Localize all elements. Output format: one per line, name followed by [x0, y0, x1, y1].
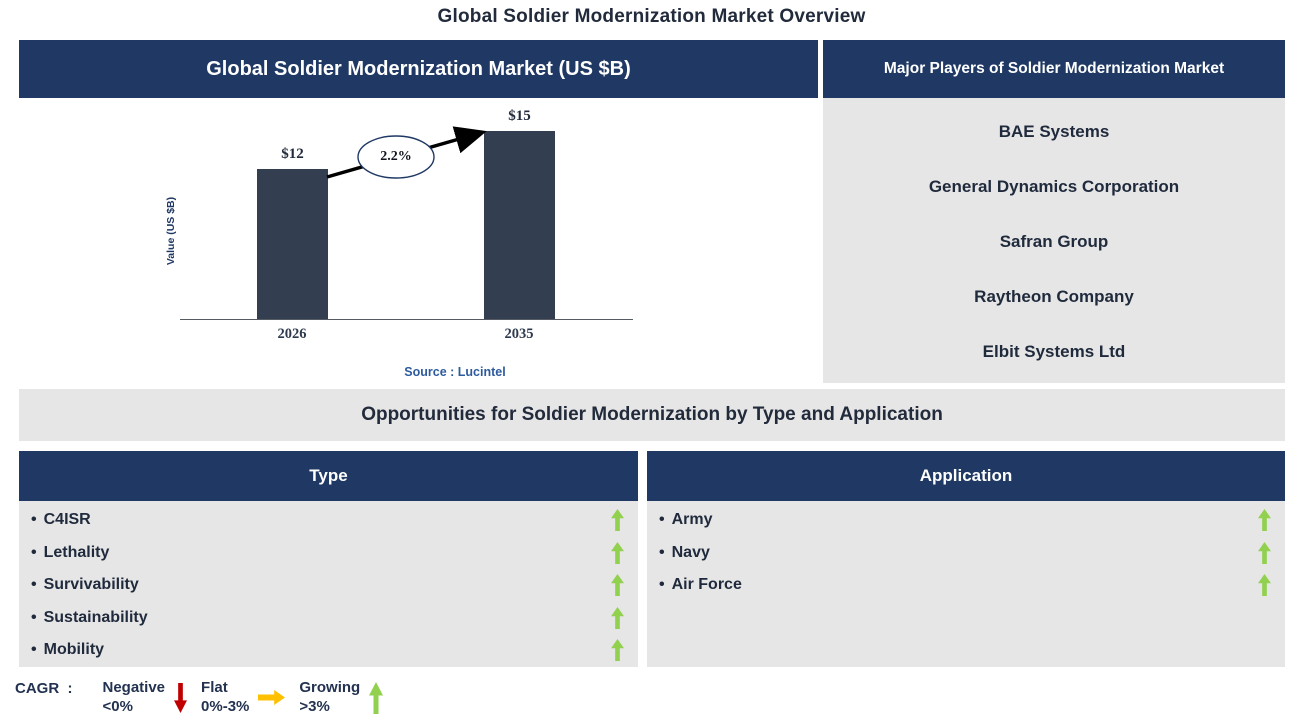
source-label: Source : Lucintel: [404, 365, 506, 379]
y-axis-label: Value (US $B): [165, 196, 177, 266]
legend-item-label: Negative: [102, 679, 166, 696]
list-item-label: Survivability: [43, 576, 139, 594]
trend-up-icon: [611, 509, 624, 532]
list-item-label: Air Force: [671, 576, 742, 594]
cagr-annotation: 2.2%: [380, 149, 412, 164]
page-title: Global Soldier Modernization Market Over…: [437, 6, 866, 27]
bar-value-label-2026: $12: [281, 146, 304, 162]
list-item: • Mobility: [31, 634, 624, 667]
market-chart-header-label: Global Soldier Modernization Market (US …: [206, 57, 631, 80]
list-item-label: C4ISR: [43, 511, 91, 529]
player-name: BAE Systems: [998, 122, 1110, 141]
player-name: Safran Group: [999, 232, 1109, 251]
legend-item-growing: Growing >3%: [299, 679, 384, 717]
list-item-label: Army: [671, 511, 713, 529]
cagr-legend: CAGR : Negative <0% Flat 0%-3% Growing >3%: [15, 679, 397, 717]
bullet-icon: •: [659, 511, 665, 529]
legend-item-negative: Negative <0%: [103, 679, 188, 717]
trend-up-icon: [611, 639, 624, 662]
trend-up-icon: [1258, 574, 1271, 597]
trend-up-icon: [1258, 541, 1271, 564]
list-item-label: Lethality: [43, 543, 110, 561]
legend-item-label: Growing: [299, 679, 361, 696]
legend-items: Negative <0% Flat 0%-3% Growing >3%: [103, 679, 398, 717]
market-bar-chart: Value (US $B) $12 $15 2026 2035 2.2% Sou…: [19, 98, 818, 385]
type-header: Type: [19, 451, 638, 501]
bar-group-2026: $12: [257, 146, 328, 319]
bullet-icon: •: [31, 608, 37, 626]
major-players-list: BAE Systems General Dynamics Corporation S…: [823, 98, 1285, 383]
bar-group-2035: $15: [484, 108, 555, 319]
bullet-icon: •: [31, 576, 37, 594]
bar-2026: [257, 169, 328, 319]
major-players-header-label: Major Players of Soldier Modernization M…: [883, 60, 1225, 77]
bullet-icon: •: [659, 576, 665, 594]
list-item: • Lethality: [31, 537, 624, 570]
list-item-label: Mobility: [43, 641, 105, 659]
type-list: • C4ISR • Lethality • Survivability • Sustainab…: [19, 501, 638, 667]
growth-arrow-icon: [326, 126, 487, 179]
x-axis-line: [180, 319, 633, 320]
player-name: Elbit Systems Ltd: [982, 342, 1126, 361]
cagr-up-arrow-icon: [369, 681, 384, 714]
opportunities-title: Opportunities for Soldier Modernization …: [19, 389, 1285, 441]
application-list: • Army • Navy • Air Force: [647, 501, 1285, 667]
trend-up-icon: [611, 606, 624, 629]
application-header: Application: [647, 451, 1285, 501]
bullet-icon: •: [31, 511, 37, 529]
major-players-header: Major Players of Soldier Modernization M…: [823, 40, 1285, 98]
list-item: • Army: [659, 504, 1271, 537]
list-item: • Air Force: [659, 569, 1271, 602]
player-name: Raytheon Company: [974, 287, 1134, 306]
bullet-icon: •: [659, 543, 665, 561]
x-tick-2035: 2035: [504, 326, 534, 342]
list-item: • Survivability: [31, 569, 624, 602]
type-header-label: Type: [309, 466, 348, 485]
trend-up-icon: [1258, 509, 1271, 532]
list-item: • Sustainability: [31, 602, 624, 635]
list-item: • C4ISR: [31, 504, 624, 537]
application-header-label: Application: [919, 466, 1013, 485]
x-tick-2026: 2026: [277, 326, 307, 342]
market-chart-header: Global Soldier Modernization Market (US …: [19, 40, 818, 98]
legend-item-range: 0%-3%: [201, 697, 250, 715]
legend-item-range: <0%: [102, 697, 133, 715]
list-item-label: Sustainability: [43, 608, 148, 626]
list-item-label: Navy: [671, 543, 710, 561]
legend-item-range: >3%: [299, 697, 330, 715]
bullet-icon: •: [31, 641, 37, 659]
list-item: • Navy: [659, 537, 1271, 570]
bar-2035: [484, 131, 555, 319]
bar-value-label-2035: $15: [508, 108, 531, 124]
legend-item-label: Flat: [201, 679, 228, 696]
legend-title: CAGR :: [15, 680, 73, 697]
opportunities-title-label: Opportunities for Soldier Modernization …: [361, 404, 943, 425]
legend-item-flat: Flat 0%-3%: [201, 679, 286, 717]
player-name: General Dynamics Corporation: [928, 177, 1180, 196]
cagr-right-arrow-icon: [258, 690, 286, 706]
bullet-icon: •: [31, 543, 37, 561]
cagr-down-arrow-icon: [174, 682, 188, 713]
trend-up-icon: [611, 541, 624, 564]
trend-up-icon: [611, 574, 624, 597]
